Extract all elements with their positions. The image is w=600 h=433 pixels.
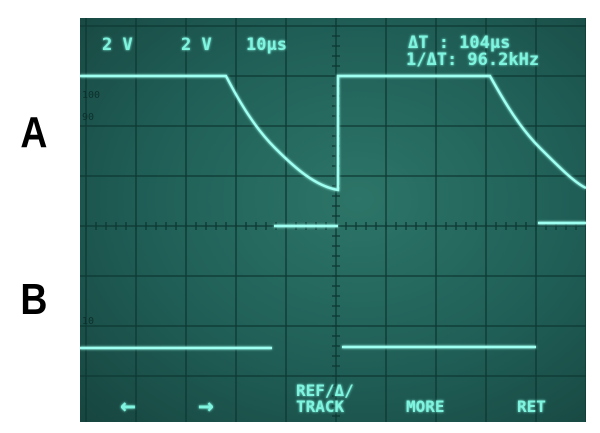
- trace-a: [80, 74, 586, 192]
- softkey-ret[interactable]: RET: [517, 397, 546, 416]
- softkey-right-arrow[interactable]: →: [198, 391, 214, 421]
- mark-100: 100: [82, 90, 100, 101]
- softkey-ref-line2[interactable]: TRACK: [296, 397, 345, 416]
- trace-b: [80, 221, 586, 350]
- channel-a-label: A: [20, 108, 48, 157]
- scope-display: 100 90 10 2 V 2 V 10μs ΔT : 104μs 1/ΔT: …: [80, 18, 586, 422]
- channel-b-label: B: [20, 275, 48, 324]
- softkey-ref-line1[interactable]: REF/Δ/: [296, 381, 354, 400]
- mark-90: 90: [82, 112, 94, 123]
- ch2-scale: 2 V: [181, 35, 212, 55]
- timebase: 10μs: [246, 35, 287, 55]
- softkey-left-arrow[interactable]: ←: [120, 391, 136, 421]
- inverse-delta-t-readout: 1/ΔT: 96.2kHz: [406, 50, 539, 70]
- graticule: [80, 18, 586, 422]
- ch1-scale: 2 V: [102, 35, 133, 55]
- oscilloscope-screen: 100 90 10 2 V 2 V 10μs ΔT : 104μs 1/ΔT: …: [80, 18, 586, 422]
- softkey-more[interactable]: MORE: [406, 397, 445, 416]
- delta-t-readout: ΔT : 104μs: [408, 33, 510, 53]
- mark-10: 10: [82, 316, 94, 327]
